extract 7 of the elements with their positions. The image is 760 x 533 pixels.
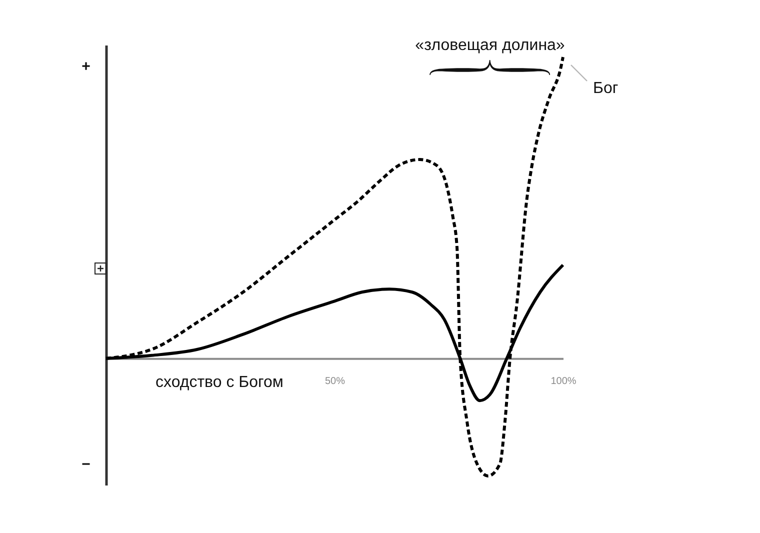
annotation: Бог <box>593 80 618 98</box>
x-tick-label: 100% <box>550 376 576 387</box>
text: − <box>82 456 91 473</box>
x-axis-title: сходство с Богом <box>156 374 284 391</box>
text: «зловещая долина» <box>415 37 565 54</box>
text: + <box>82 58 91 75</box>
x-tick-label: 50% <box>324 376 346 387</box>
